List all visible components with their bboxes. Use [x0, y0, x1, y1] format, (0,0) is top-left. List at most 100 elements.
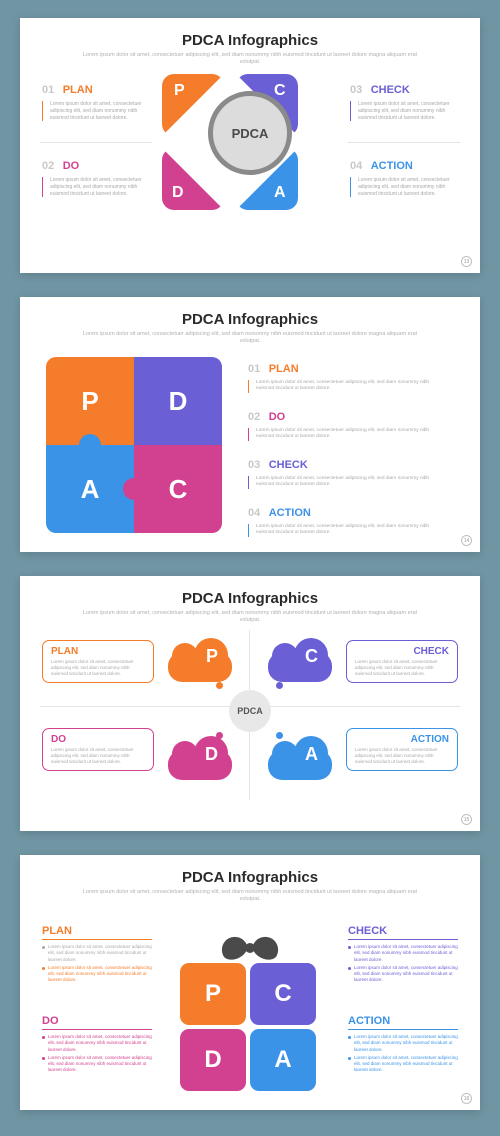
slide-title: PDCA Infographics: [40, 869, 460, 886]
slide-3-pdca-clouds: PDCA Infographics Lorem ipsum dolor sit …: [20, 576, 480, 831]
bullet: Lorem ipsum dolor sit amet, consectetuer…: [42, 965, 152, 984]
item-plan: PLAN Lorem ipsum dolor sit amet, consect…: [42, 925, 152, 986]
slide-subtitle: Lorem ipsum dolor sit amet, consectetuer…: [40, 889, 460, 903]
item-title: DO: [42, 1015, 152, 1030]
box-title: CHECK: [355, 646, 449, 657]
gift-box-action: A: [250, 1029, 316, 1091]
item-title: PLAN: [63, 84, 93, 96]
box-title: DO: [51, 734, 145, 745]
item-do: 02 DO Lorem ipsum dolor sit amet, consec…: [42, 156, 147, 197]
item-body: Lorem ipsum dolor sit amet, consectetuer…: [248, 380, 448, 393]
slide-title: PDCA Infographics: [40, 311, 460, 328]
page-number: 15: [461, 814, 472, 825]
connector-dot: [276, 682, 283, 689]
gift-bow-icon: [221, 935, 279, 961]
box-body: Lorem ipsum dolor sit amet, consectetuer…: [51, 659, 145, 677]
box-plan: PLAN Lorem ipsum dolor sit amet, consect…: [42, 640, 154, 683]
puzzle-knob: [123, 478, 145, 500]
letter-a: A: [305, 744, 318, 765]
bow-knot: [245, 943, 255, 953]
bullet: Lorem ipsum dolor sit amet, consectetuer…: [348, 965, 458, 984]
box-action: ACTION Lorem ipsum dolor sit amet, conse…: [346, 728, 458, 771]
item-check: CHECK Lorem ipsum dolor sit amet, consec…: [348, 925, 458, 986]
letter-d: D: [205, 744, 218, 765]
item-title: ACTION: [269, 507, 311, 519]
item-title: ACTION: [371, 160, 413, 172]
item-num: 01: [42, 84, 54, 96]
cloud-do: D: [168, 736, 232, 780]
cloud-shape: [168, 652, 232, 682]
letter-p: P: [174, 82, 185, 100]
item-title: DO: [63, 160, 80, 172]
cloud-shape: [168, 750, 232, 780]
slide-title: PDCA Infographics: [40, 32, 460, 49]
bullet: Lorem ipsum dolor sit amet, consectetuer…: [42, 1055, 152, 1074]
item-num: 04: [248, 507, 260, 519]
item-num: 02: [248, 411, 260, 423]
letter-p: P: [81, 386, 98, 417]
item-body: Lorem ipsum dolor sit amet, consectetuer…: [248, 428, 448, 441]
item-title: CHECK: [371, 84, 410, 96]
letter-a: A: [274, 184, 286, 202]
cloud-plan: P: [168, 638, 232, 682]
item-num: 03: [248, 459, 260, 471]
slide-subtitle: Lorem ipsum dolor sit amet, consectetuer…: [40, 610, 460, 624]
puzzle-check: C: [134, 445, 222, 533]
gift-boxes: P C D A: [180, 963, 316, 1091]
center-circle: PDCA: [229, 690, 271, 732]
puzzle-knob: [79, 434, 101, 456]
item-num: 03: [350, 84, 362, 96]
puzzle-do: D: [134, 357, 222, 445]
gift-box-check: C: [250, 963, 316, 1025]
box-body: Lorem ipsum dolor sit amet, consectetuer…: [355, 659, 449, 677]
item-do: 02 DO Lorem ipsum dolor sit amet, consec…: [248, 407, 448, 441]
item-body: Lorem ipsum dolor sit amet, consectetuer…: [248, 524, 448, 537]
item-body: Lorem ipsum dolor sit amet, consectetuer…: [42, 101, 147, 121]
item-list: 01 PLAN Lorem ipsum dolor sit amet, cons…: [248, 359, 448, 551]
gift-box-plan: P: [180, 963, 246, 1025]
item-body: Lorem ipsum dolor sit amet, consectetuer…: [350, 177, 455, 197]
slide-1-pdca-circle: PDCA Infographics Lorem ipsum dolor sit …: [20, 18, 480, 273]
box-check: CHECK Lorem ipsum dolor sit amet, consec…: [346, 640, 458, 683]
item-title: ACTION: [348, 1015, 458, 1030]
item-title: PLAN: [42, 925, 152, 940]
item-action: 04 ACTION Lorem ipsum dolor sit amet, co…: [350, 156, 455, 197]
item-do: DO Lorem ipsum dolor sit amet, consectet…: [42, 1015, 152, 1076]
bullet: Lorem ipsum dolor sit amet, consectetuer…: [348, 944, 458, 963]
cloud-shape: [268, 750, 332, 780]
box-title: PLAN: [51, 646, 145, 657]
cloud-check: C: [268, 638, 332, 682]
bullet: Lorem ipsum dolor sit amet, consectetuer…: [348, 1055, 458, 1074]
letter-d: D: [172, 184, 184, 202]
box-title: ACTION: [355, 734, 449, 745]
item-num: 04: [350, 160, 362, 172]
bullet: Lorem ipsum dolor sit amet, consectetuer…: [348, 1034, 458, 1053]
letter-c: C: [305, 646, 318, 667]
cloud-shape: [268, 652, 332, 682]
item-plan: 01 PLAN Lorem ipsum dolor sit amet, cons…: [248, 359, 448, 393]
item-title: DO: [269, 411, 286, 423]
item-body: Lorem ipsum dolor sit amet, consectetuer…: [42, 177, 147, 197]
item-num: 02: [42, 160, 54, 172]
item-title: CHECK: [269, 459, 308, 471]
letter-p: P: [206, 646, 218, 667]
box-body: Lorem ipsum dolor sit amet, consectetuer…: [51, 747, 145, 765]
letter-c: C: [169, 474, 188, 505]
center-label: PDCA: [208, 91, 292, 175]
page-number: 14: [461, 535, 472, 546]
slide-2-pdca-puzzle: PDCA Infographics Lorem ipsum dolor sit …: [20, 297, 480, 552]
item-action: ACTION Lorem ipsum dolor sit amet, conse…: [348, 1015, 458, 1076]
page-number: 16: [461, 1093, 472, 1104]
item-title: PLAN: [269, 363, 299, 375]
gift-graphic: P C D A: [180, 935, 320, 1091]
letter-a: A: [81, 474, 100, 505]
slide-4-pdca-gift: PDCA Infographics Lorem ipsum dolor sit …: [20, 855, 480, 1110]
center-circle: PDCA: [208, 91, 292, 175]
item-check: 03 CHECK Lorem ipsum dolor sit amet, con…: [350, 80, 455, 121]
gift-box-do: D: [180, 1029, 246, 1091]
letter-d: D: [169, 386, 188, 417]
page-number: 13: [461, 256, 472, 267]
item-num: 01: [248, 363, 260, 375]
item-action: 04 ACTION Lorem ipsum dolor sit amet, co…: [248, 503, 448, 537]
item-body: Lorem ipsum dolor sit amet, consectetuer…: [248, 476, 448, 489]
